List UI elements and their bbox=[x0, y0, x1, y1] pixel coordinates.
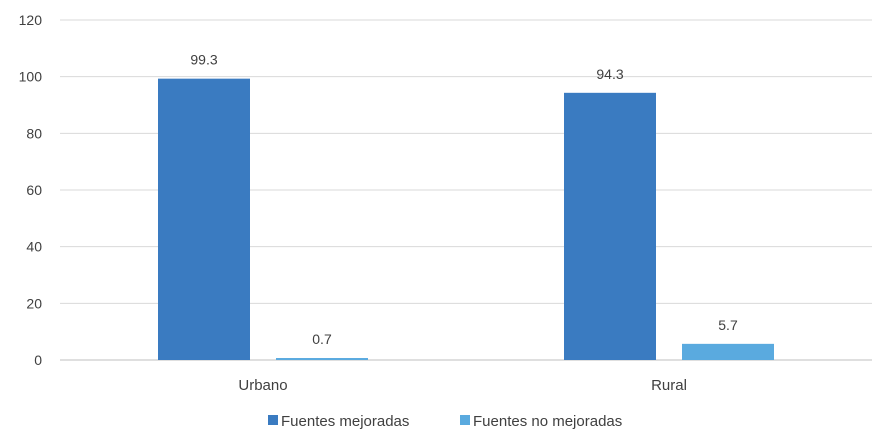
x-tick-label: Urbano bbox=[238, 377, 287, 394]
legend-label: Fuentes no mejoradas bbox=[473, 413, 622, 430]
y-tick-label: 80 bbox=[26, 125, 42, 141]
legend-label: Fuentes mejoradas bbox=[281, 413, 409, 430]
y-tick-label: 40 bbox=[26, 239, 42, 255]
data-label: 99.3 bbox=[190, 52, 217, 68]
legend-swatch bbox=[460, 415, 470, 425]
data-label: 94.3 bbox=[596, 66, 623, 82]
data-label: 0.7 bbox=[312, 331, 332, 347]
y-tick-label: 100 bbox=[19, 69, 43, 85]
x-tick-label: Rural bbox=[651, 377, 687, 394]
bar bbox=[158, 78, 250, 361]
y-tick-label: 0 bbox=[34, 352, 42, 368]
y-tick-label: 120 bbox=[19, 12, 43, 28]
legend-swatch bbox=[268, 415, 278, 425]
bar bbox=[564, 92, 656, 361]
bar bbox=[276, 358, 368, 360]
data-label: 5.7 bbox=[718, 317, 738, 333]
bar bbox=[682, 343, 774, 360]
y-tick-label: 20 bbox=[26, 295, 42, 311]
y-tick-label: 60 bbox=[26, 182, 42, 198]
